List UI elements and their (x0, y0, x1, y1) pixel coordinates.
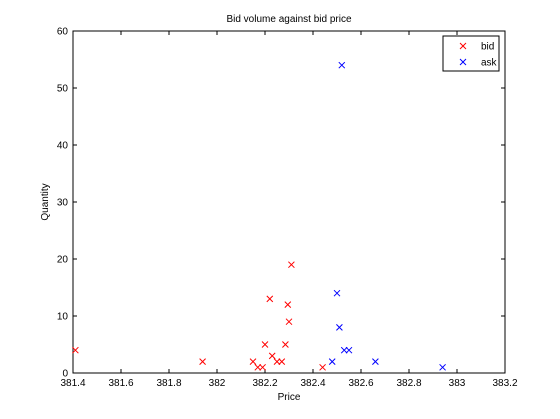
x-tick-label: 382.8 (396, 378, 421, 389)
x-tick-label: 381.6 (108, 378, 133, 389)
x-tick-label: 381.8 (156, 378, 181, 389)
x-tick-label: 382 (209, 378, 226, 389)
x-tick-label: 382.2 (252, 378, 277, 389)
y-tick-label: 30 (57, 198, 69, 209)
legend-label-ask: ask (481, 58, 498, 69)
x-tick-label: 383 (449, 378, 466, 389)
x-tick-label: 382.6 (348, 378, 373, 389)
y-tick-label: 20 (57, 255, 69, 266)
x-axis-label: Price (278, 392, 301, 403)
y-tick-label: 0 (62, 369, 68, 380)
x-tick-label: 381.4 (60, 378, 85, 389)
legend-label-bid: bid (481, 42, 494, 53)
y-tick-label: 40 (57, 141, 69, 152)
y-tick-label: 50 (57, 84, 69, 95)
legend: bid ask (443, 36, 499, 71)
chart-title: Bid volume against bid price (226, 14, 352, 25)
y-tick-label: 60 (57, 27, 69, 38)
x-tick-label: 383.2 (492, 378, 517, 389)
y-tick-label: 10 (57, 312, 69, 323)
y-axis-label: Quantity (40, 183, 51, 220)
x-tick-label: 382.4 (300, 378, 325, 389)
